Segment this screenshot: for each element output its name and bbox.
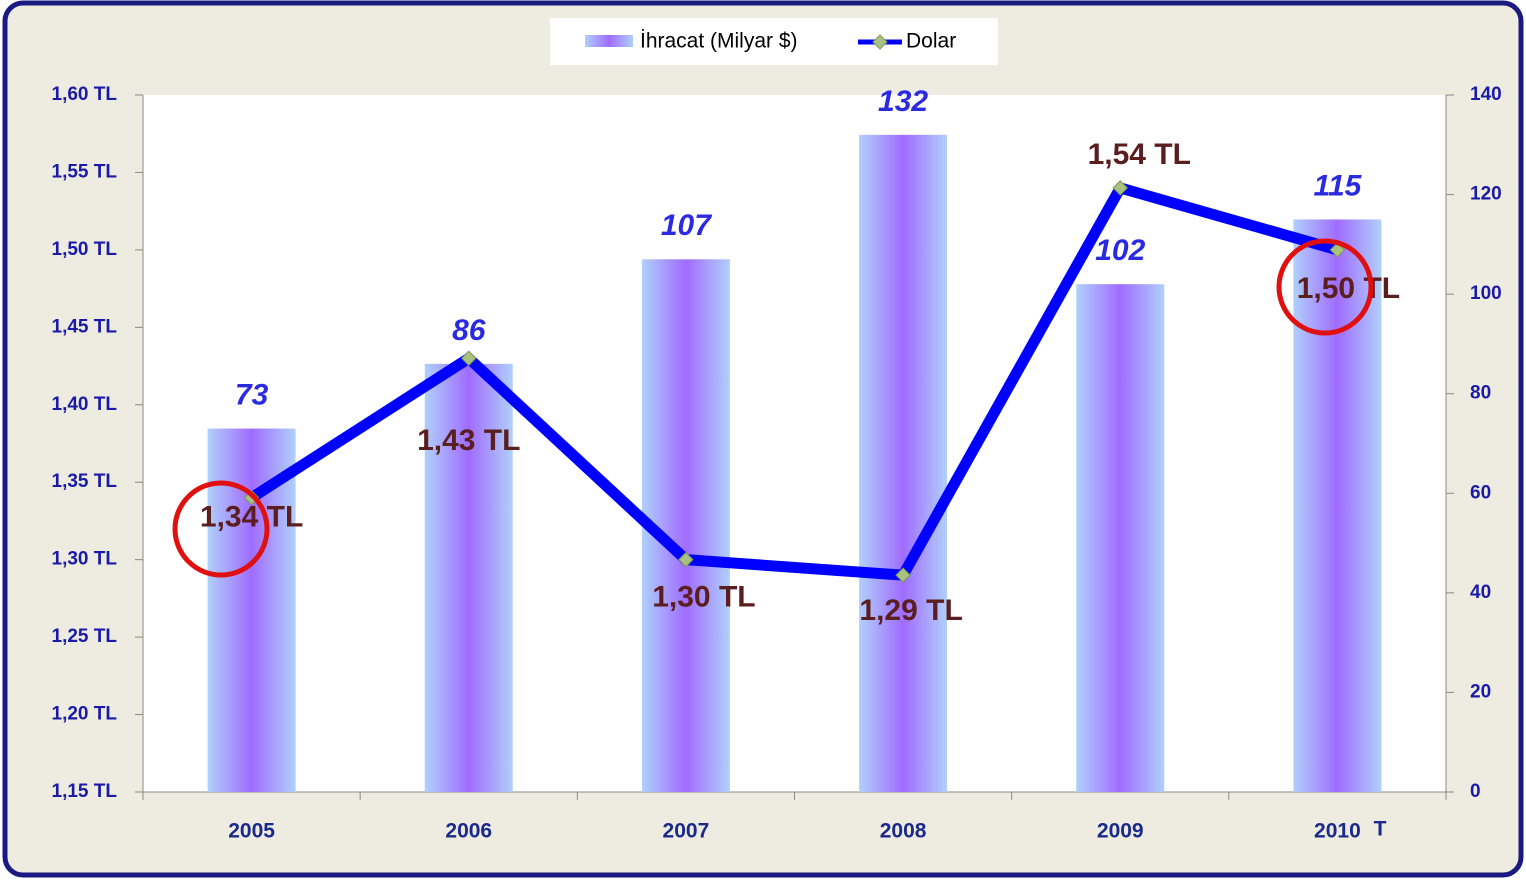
marker bbox=[678, 551, 694, 568]
plot-area bbox=[143, 95, 1446, 792]
marker bbox=[460, 350, 477, 367]
line-value-label: 1,30 TL bbox=[652, 581, 755, 614]
highlight-circle bbox=[172, 480, 270, 578]
y-tick-label: 1,35 TL bbox=[52, 471, 118, 492]
legend-marker bbox=[872, 34, 888, 50]
y-tick-label: 1,25 TL bbox=[52, 626, 118, 647]
legend-label: İhracat (Milyar $) bbox=[640, 30, 798, 53]
bar-value-label: 102 bbox=[1095, 234, 1145, 267]
y-tick-label: 1,50 TL bbox=[52, 239, 118, 260]
y-tick-label: 1,60 TL bbox=[52, 84, 118, 105]
x-tick-label: 2010 bbox=[1314, 820, 1361, 843]
line-value-label: 1,50 TL bbox=[1297, 272, 1400, 305]
y2-tick-label: 140 bbox=[1470, 84, 1502, 105]
x-tick-label: 2007 bbox=[663, 820, 710, 843]
annotation: T bbox=[1374, 818, 1387, 841]
line bbox=[248, 182, 1339, 581]
y2-tick-label: 120 bbox=[1470, 184, 1502, 205]
bar-value-label: 132 bbox=[878, 85, 928, 118]
y-tick-label: 1,55 TL bbox=[52, 161, 118, 182]
line-value-label: 1,34 TL bbox=[200, 501, 303, 534]
x-tick-label: 2006 bbox=[445, 820, 492, 843]
y2-tick-label: 0 bbox=[1470, 781, 1481, 802]
bar-value-label: 115 bbox=[1314, 169, 1363, 202]
legend-swatch bbox=[585, 35, 633, 47]
marker bbox=[895, 567, 911, 583]
y2-tick-label: 40 bbox=[1470, 582, 1491, 603]
y-tick-label: 1,20 TL bbox=[52, 704, 118, 725]
y2-tick-label: 60 bbox=[1470, 482, 1491, 503]
bar bbox=[424, 363, 513, 792]
y2-tick-label: 80 bbox=[1470, 383, 1491, 404]
bar-value-label: 73 bbox=[235, 378, 269, 411]
bar bbox=[1076, 284, 1165, 792]
x-tick-label: 2005 bbox=[228, 820, 275, 843]
bar-value-label: 86 bbox=[452, 314, 486, 347]
bar bbox=[859, 134, 948, 793]
y-tick-label: 1,30 TL bbox=[52, 549, 118, 570]
bar bbox=[1293, 219, 1382, 792]
y2-tick-label: 20 bbox=[1470, 681, 1491, 702]
y-tick-label: 1,40 TL bbox=[52, 394, 118, 415]
bar bbox=[207, 428, 296, 792]
x-tick-label: 2009 bbox=[1097, 820, 1144, 843]
y-tick-label: 1,15 TL bbox=[52, 781, 118, 802]
marker bbox=[1112, 180, 1129, 196]
bar-value-label: 107 bbox=[661, 209, 712, 242]
line-value-label: 1,43 TL bbox=[417, 424, 520, 457]
y-tick-label: 1,45 TL bbox=[52, 316, 118, 337]
x-tick-label: 2008 bbox=[880, 820, 927, 843]
highlight-circle bbox=[1276, 238, 1374, 336]
line-value-label: 1,54 TL bbox=[1088, 138, 1191, 171]
y2-tick-label: 100 bbox=[1470, 283, 1502, 304]
line-value-label: 1,29 TL bbox=[859, 594, 962, 627]
legend-label: Dolar bbox=[906, 30, 956, 53]
